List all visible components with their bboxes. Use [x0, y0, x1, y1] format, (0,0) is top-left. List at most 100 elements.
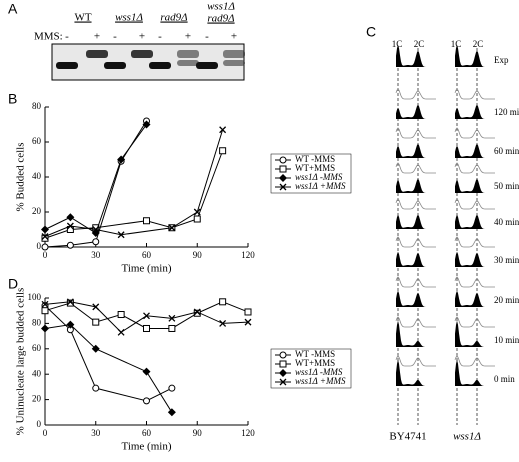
y-tick-label: 100	[28, 292, 42, 302]
y-tick-label: 0	[37, 419, 42, 429]
treatment-sign: +	[185, 31, 191, 43]
time-label: 30 min	[494, 255, 519, 265]
y-tick-label: 20	[32, 206, 42, 216]
x-axis-label: Time (min)	[121, 263, 171, 275]
marker	[279, 360, 287, 368]
marker	[279, 165, 287, 173]
histogram	[455, 320, 495, 347]
series-line	[44, 324, 173, 413]
legend-label: wss1Δ +MMS	[295, 376, 346, 386]
marker	[168, 224, 176, 232]
time-label: 120 min	[494, 107, 519, 117]
marker	[219, 298, 227, 306]
band	[131, 50, 153, 58]
flow-histograms: 1C 2C 1C 2C Exp 120 min 60 min 50 min 40 min 30 m…	[392, 39, 519, 425]
time-label: Exp	[494, 55, 509, 65]
histogram	[396, 178, 436, 193]
series-line	[44, 124, 147, 234]
marker	[41, 243, 49, 251]
panel-label: A	[8, 1, 18, 17]
marker	[92, 318, 100, 326]
legend-label: wss1Δ -MMS	[295, 172, 343, 182]
time-label: 40 min	[494, 217, 519, 227]
marker	[142, 367, 151, 376]
marker	[168, 314, 176, 322]
lane-label: WT	[74, 12, 91, 24]
y-tick-label: 40	[32, 171, 42, 181]
y-tick-label: 80	[32, 317, 42, 327]
treatment-sign: +	[139, 31, 145, 43]
band	[149, 62, 171, 69]
histogram-outline	[395, 276, 436, 288]
peak-label: 1C	[392, 39, 403, 49]
marker	[143, 217, 150, 225]
marker	[92, 238, 100, 246]
histogram	[455, 104, 495, 119]
marker	[41, 300, 49, 308]
panel-label: B	[8, 91, 17, 107]
histogram	[396, 290, 436, 307]
marker	[92, 384, 100, 392]
x-tick-label: 120	[241, 428, 255, 438]
histogram	[396, 104, 436, 119]
x-tick-label: 0	[43, 250, 48, 260]
histogram	[396, 251, 436, 267]
histogram-outline	[395, 162, 436, 174]
histogram	[396, 359, 436, 386]
marker	[66, 222, 74, 230]
band	[104, 62, 126, 69]
legend-label: wss1Δ +MMS	[295, 181, 346, 191]
time-label: 0 min	[494, 374, 515, 384]
strain-label: wss1Δ	[453, 431, 481, 443]
histogram	[396, 143, 436, 158]
y-tick-label: 60	[32, 343, 42, 353]
treatment-sign: +	[231, 31, 237, 43]
histogram-outline	[454, 198, 495, 210]
marker	[66, 320, 75, 329]
histogram-outline	[395, 198, 436, 210]
histogram	[455, 359, 495, 386]
histogram-outline	[454, 276, 495, 288]
marker	[66, 213, 75, 222]
band	[177, 50, 199, 58]
histogram	[455, 44, 495, 67]
legend-label: WT+MMS	[295, 358, 335, 368]
legend-label: WT -MMS	[295, 349, 335, 359]
marker	[117, 328, 125, 336]
band	[196, 62, 218, 69]
histogram	[455, 143, 495, 158]
histogram	[455, 214, 495, 229]
marker	[142, 120, 151, 129]
histogram-outline	[454, 162, 495, 174]
y-axis-label: % Budded cells	[15, 142, 27, 211]
marker	[193, 215, 201, 223]
marker	[168, 324, 176, 332]
histogram-outline	[395, 236, 436, 248]
lane-label: wss1Δ	[207, 1, 235, 13]
treatment-sign: -	[158, 31, 162, 43]
treatment-sign: -	[205, 31, 209, 43]
histogram-outline	[454, 236, 495, 248]
lane-label: rad9Δ	[207, 13, 234, 25]
band	[56, 62, 78, 69]
marker	[167, 408, 176, 417]
marker	[219, 147, 227, 155]
strain-label: BY4741	[389, 431, 426, 443]
x-tick-label: 60	[142, 250, 152, 260]
histogram	[455, 251, 495, 267]
marker	[41, 307, 49, 315]
histogram-outline	[454, 316, 495, 328]
time-label: 50 min	[494, 181, 519, 191]
marker	[219, 319, 227, 327]
marker	[279, 378, 287, 386]
x-tick-label: 30	[91, 428, 101, 438]
marker	[244, 318, 252, 326]
legend-label: WT+MMS	[295, 163, 335, 173]
marker	[219, 126, 227, 134]
legend-box	[270, 348, 352, 389]
marker	[143, 324, 150, 332]
x-tick-label: 30	[91, 250, 101, 260]
marker	[66, 299, 74, 307]
x-tick-label: 60	[142, 428, 152, 438]
marker	[92, 226, 100, 233]
